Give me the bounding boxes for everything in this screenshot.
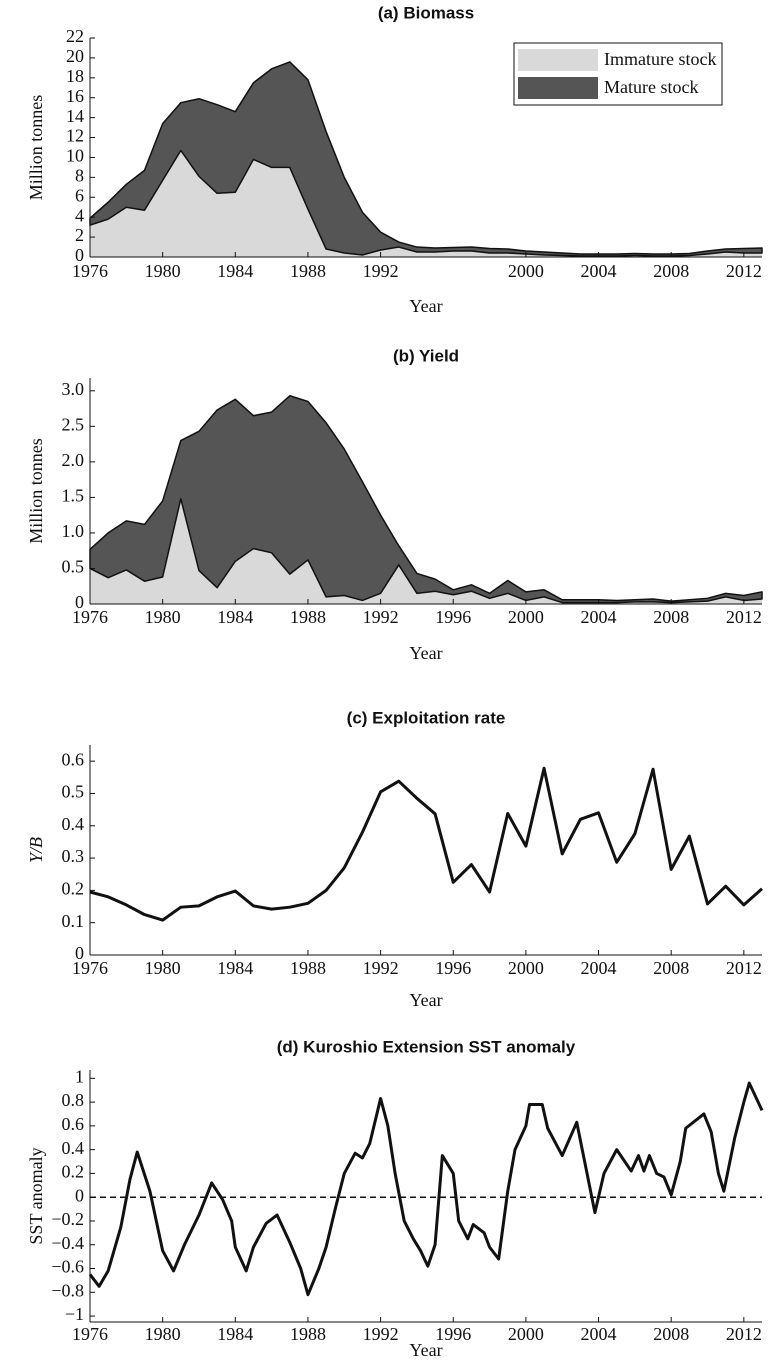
y-tick-label: 0.6 — [62, 1114, 85, 1134]
x-tick-label: 1980 — [145, 958, 181, 978]
x-tick-label: 1980 — [145, 1324, 181, 1344]
x-tick-label: 1976 — [72, 958, 108, 978]
panel-title: (c) Exploitation rate — [347, 708, 506, 727]
y-tick-label: 0.4 — [62, 1138, 85, 1158]
y-tick-label: −0.8 — [51, 1280, 84, 1300]
y-tick-label: 0.1 — [62, 911, 85, 931]
y-tick-label: 0 — [75, 245, 84, 265]
legend-label: Immature stock — [604, 49, 716, 69]
x-axis-label: Year — [409, 643, 442, 663]
y-tick-label: 0.5 — [62, 557, 85, 577]
y-tick-label: 12 — [66, 126, 84, 146]
x-tick-label: 2008 — [653, 958, 689, 978]
y-tick-label: 0.5 — [62, 782, 85, 802]
x-tick-label: 2008 — [653, 261, 689, 281]
x-tick-label: 2000 — [508, 1324, 544, 1344]
area — [90, 498, 762, 604]
x-tick-label: 2004 — [581, 958, 617, 978]
x-tick-label: 1996 — [435, 958, 471, 978]
y-tick-label: 0.8 — [62, 1090, 85, 1110]
y-tick-label: 0.6 — [62, 749, 85, 769]
x-tick-label: 1988 — [290, 261, 326, 281]
area — [89, 395, 763, 604]
x-axis-label: Year — [409, 1340, 442, 1360]
y-tick-label: 2.0 — [62, 450, 85, 470]
y-tick-label: 8 — [75, 165, 84, 185]
x-axis-label: Year — [409, 296, 442, 316]
x-tick-label: 1980 — [145, 607, 181, 627]
x-tick-label: 2012 — [726, 1324, 762, 1344]
x-tick-label: 1992 — [363, 1324, 399, 1344]
legend-swatch — [518, 49, 598, 71]
x-tick-label: 1992 — [363, 607, 399, 627]
y-tick-label: 16 — [66, 86, 84, 106]
x-tick-label: 2000 — [508, 607, 544, 627]
y-tick-label: 18 — [66, 66, 84, 86]
x-tick-label: 1984 — [217, 607, 253, 627]
x-tick-label: 2004 — [581, 607, 617, 627]
y-axis-label: SST anomaly — [26, 1147, 46, 1244]
panel-title: (d) Kuroshio Extension SST anomaly — [277, 1037, 576, 1056]
x-tick-label: 1976 — [72, 261, 108, 281]
y-tick-label: 20 — [66, 46, 84, 66]
x-tick-label: 2000 — [508, 958, 544, 978]
y-tick-label: 10 — [66, 146, 84, 166]
x-tick-label: 1992 — [363, 261, 399, 281]
line — [89, 766, 763, 922]
x-tick-label: 2008 — [653, 1324, 689, 1344]
y-axis-label: Million tonnes — [26, 95, 46, 201]
x-tick-label: 1996 — [435, 607, 471, 627]
y-tick-label: −0.6 — [51, 1257, 84, 1277]
y-tick-label: 1.5 — [62, 486, 85, 506]
x-tick-label: 2012 — [726, 261, 762, 281]
legend-label: Mature stock — [604, 77, 698, 97]
y-tick-label: 14 — [66, 106, 84, 126]
y-tick-label: −0.4 — [51, 1233, 84, 1253]
panel-title: (b) Yield — [393, 346, 459, 365]
y-tick-label: 0 — [75, 592, 84, 612]
y-tick-label: 1.0 — [62, 521, 85, 541]
x-tick-label: 2000 — [508, 261, 544, 281]
x-tick-label: 2004 — [581, 261, 617, 281]
y-tick-label: 2 — [75, 225, 84, 245]
line — [88, 1081, 764, 1297]
x-tick-label: 2004 — [581, 1324, 617, 1344]
y-axis-label: Y/B — [26, 837, 46, 863]
y-tick-label: 3.0 — [62, 379, 85, 399]
y-tick-label: 0 — [75, 943, 84, 963]
x-tick-label: 1996 — [435, 1324, 471, 1344]
y-tick-label: −0.2 — [51, 1209, 84, 1229]
x-tick-label: 1984 — [217, 261, 253, 281]
y-tick-label: 0.2 — [62, 1162, 85, 1182]
x-tick-label: 1980 — [145, 261, 181, 281]
x-tick-label: 1976 — [72, 1324, 108, 1344]
area — [90, 150, 762, 257]
panel-title: (a) Biomass — [378, 3, 474, 22]
legend-swatch — [518, 77, 598, 99]
x-tick-label: 2012 — [726, 958, 762, 978]
x-tick-label: 1988 — [290, 1324, 326, 1344]
y-tick-label: 0.3 — [62, 846, 85, 866]
y-tick-label: 22 — [66, 26, 84, 46]
x-tick-label: 2012 — [726, 607, 762, 627]
y-tick-label: 2.5 — [62, 414, 85, 434]
area — [89, 61, 763, 257]
x-tick-label: 1992 — [363, 958, 399, 978]
y-tick-label: 6 — [75, 185, 84, 205]
y-tick-label: −1 — [65, 1304, 84, 1324]
x-tick-label: 1984 — [217, 958, 253, 978]
x-tick-label: 2008 — [653, 607, 689, 627]
x-tick-label: 1988 — [290, 607, 326, 627]
x-tick-label: 1984 — [217, 1324, 253, 1344]
x-tick-label: 1976 — [72, 607, 108, 627]
y-tick-label: 0 — [75, 1185, 84, 1205]
y-tick-label: 0.4 — [62, 814, 85, 834]
y-axis-label: Million tonnes — [26, 438, 46, 544]
y-tick-label: 4 — [75, 205, 84, 225]
y-tick-label: 1 — [75, 1066, 84, 1086]
y-tick-label: 0.2 — [62, 879, 85, 899]
x-tick-label: 1988 — [290, 958, 326, 978]
x-axis-label: Year — [409, 990, 442, 1010]
